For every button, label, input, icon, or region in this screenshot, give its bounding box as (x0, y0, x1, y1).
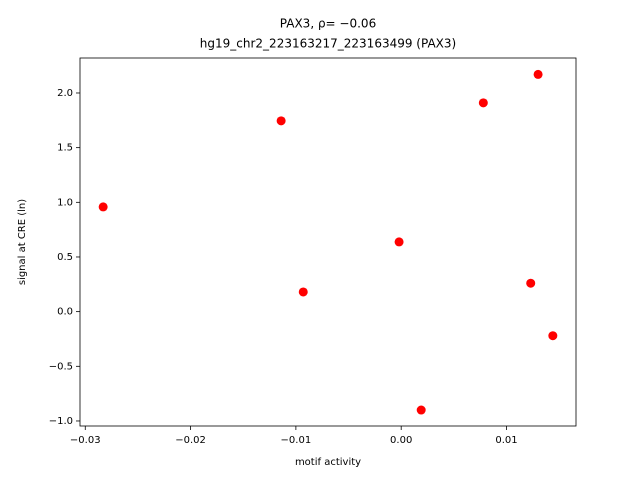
x-tick-label: −0.03 (70, 435, 101, 446)
point (276, 116, 286, 126)
y-tick-label: 1.0 (57, 197, 73, 208)
y-tick-label: 2.0 (57, 88, 73, 99)
x-tick-label: −0.01 (281, 435, 312, 446)
point (548, 331, 558, 341)
x-tick-label: 0.01 (495, 435, 517, 446)
chart-subtitle: hg19_chr2_223163217_223163499 (PAX3) (200, 37, 456, 51)
y-tick-label: 0.5 (57, 252, 73, 263)
x-tick-label: −0.02 (175, 435, 206, 446)
chart-title: PAX3, ρ= −0.06 (280, 17, 376, 31)
x-tick-label: 0.00 (390, 435, 412, 446)
y-axis-label: signal at CRE (ln) (17, 199, 28, 285)
point (394, 237, 404, 247)
point (98, 202, 108, 212)
y-tick-label: −1.0 (49, 416, 73, 427)
point (416, 405, 426, 415)
x-axis-label: motif activity (295, 457, 361, 468)
y-tick-label: 0.0 (57, 307, 73, 318)
y-tick-label: −0.5 (49, 361, 73, 372)
point (526, 278, 536, 288)
y-tick-label: 1.5 (57, 143, 73, 154)
point (298, 287, 308, 297)
point (478, 98, 488, 108)
point (533, 69, 543, 79)
plot-frame (79, 57, 577, 427)
